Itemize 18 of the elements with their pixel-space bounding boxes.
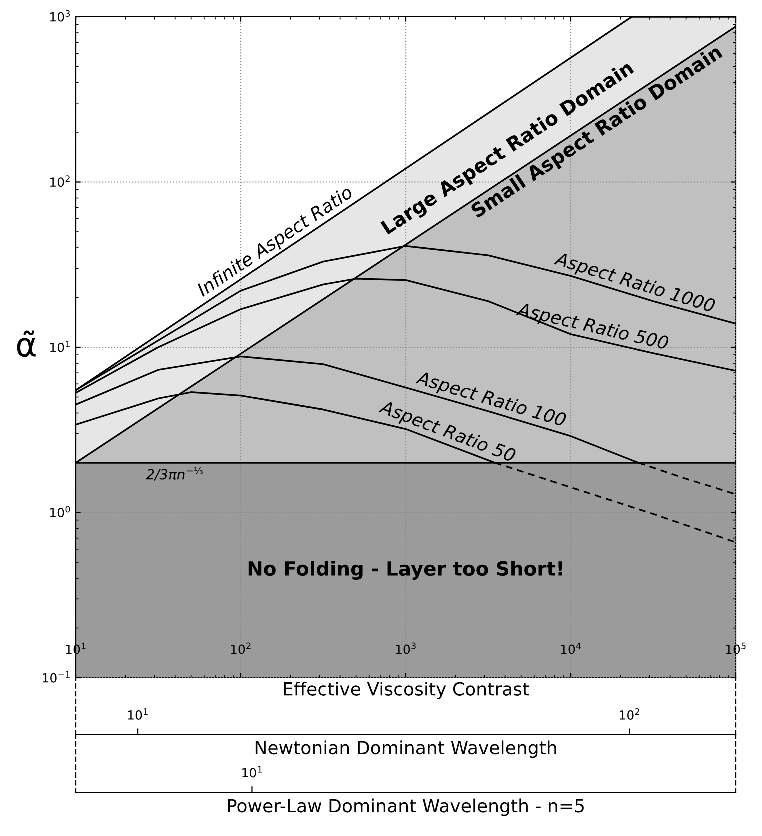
y-tick-label: 10$^{1}$ xyxy=(50,341,70,352)
y-tick-label: 10$^{3}$ xyxy=(50,10,70,22)
y-axis-title: α̃ xyxy=(17,330,36,358)
text: Aspect Ratio 500 xyxy=(515,302,670,354)
x-tick-label: 10$^{2}$ xyxy=(231,642,251,654)
x-tick-label: 10$^{4}$ xyxy=(561,642,582,654)
y-tick-label: 10$^{0}$ xyxy=(50,506,70,518)
text: 10$^{1}$ xyxy=(128,708,148,720)
x-tick-label: 10$^{3}$ xyxy=(396,642,416,654)
text: Newtonian Dominant Wavelength xyxy=(256,740,556,758)
text: Power-Law Dominant Wavelength - n=5 xyxy=(228,798,584,816)
y-tick-label: 10$^{−1}$ xyxy=(43,672,70,683)
band-label: No Folding - Layer too Short! xyxy=(248,561,562,580)
text: 10$^{2}$ xyxy=(620,708,640,720)
x-axis-title: Effective Viscosity Contrast xyxy=(284,682,530,700)
y-tick-label: 10$^{2}$ xyxy=(50,176,70,188)
ref-line-label: 2/3πn$^{−⅓}$ xyxy=(146,467,203,481)
text: 10$^{1}$ xyxy=(242,766,262,778)
